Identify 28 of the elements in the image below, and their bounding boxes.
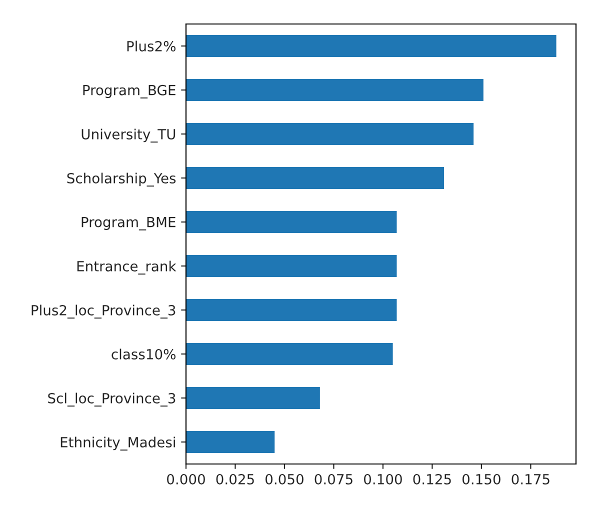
y-tick-label: Program_BME bbox=[82, 216, 176, 230]
y-tick-label: Plus2% bbox=[127, 40, 176, 52]
x-tick-label: 0.175 bbox=[512, 474, 550, 484]
bar bbox=[186, 167, 444, 189]
bar bbox=[186, 211, 397, 233]
x-tick-label: 0.075 bbox=[314, 474, 352, 484]
x-tick-label: 0.150 bbox=[462, 474, 500, 484]
y-tick-label: Program_BGE bbox=[83, 84, 176, 98]
y-tick-label: Ethnicity_Madesi bbox=[60, 436, 175, 451]
x-tick-label: 0.100 bbox=[364, 474, 402, 484]
bar bbox=[186, 255, 397, 277]
bar bbox=[186, 299, 397, 321]
y-tick-label: Scl_loc_Province_3 bbox=[48, 392, 176, 407]
y-tick-label: class10% bbox=[112, 348, 176, 360]
y-tick-label: Scholarship_Yes bbox=[67, 172, 176, 187]
bar bbox=[186, 387, 320, 409]
x-tick-label: 0.125 bbox=[413, 474, 451, 484]
bar bbox=[186, 431, 275, 453]
bar bbox=[186, 343, 393, 365]
x-tick-label: 0.050 bbox=[266, 474, 304, 484]
y-tick-label: Plus2_loc_Province_3 bbox=[32, 304, 176, 319]
bar bbox=[186, 123, 474, 145]
x-tick-label: 0.025 bbox=[216, 474, 254, 484]
y-tick-label: Entrance_rank bbox=[77, 260, 176, 275]
x-tick-label: 0.000 bbox=[167, 474, 205, 484]
y-tick-label: University_TU bbox=[82, 128, 176, 143]
bar bbox=[186, 35, 556, 57]
bar bbox=[186, 79, 484, 101]
